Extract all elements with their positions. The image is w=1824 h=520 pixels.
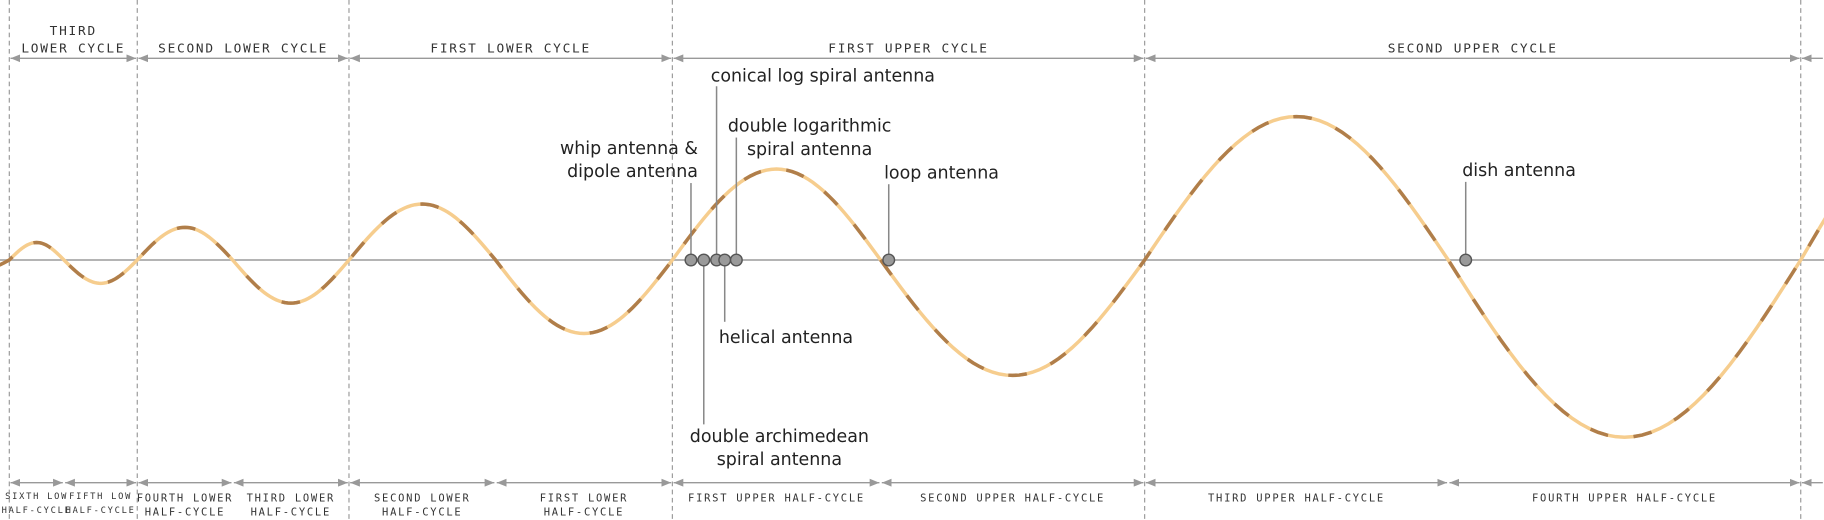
half-cycle-label: FIFTH LOW bbox=[69, 492, 132, 502]
antenna-point bbox=[718, 253, 732, 267]
half-cycle-label: HALF-CYCLE bbox=[145, 506, 225, 518]
cycle-label: SECOND LOWER CYCLE bbox=[158, 41, 328, 56]
antenna-point bbox=[729, 253, 743, 267]
half-cycle-label: HALF-CYCLE bbox=[382, 506, 462, 518]
half-cycle-label: HALF-CYCLE bbox=[544, 506, 624, 518]
antenna-label: conical log spiral antenna bbox=[711, 67, 935, 87]
half-cycle-label: SIXTH LOW bbox=[5, 492, 68, 502]
antenna-point bbox=[684, 253, 698, 267]
cycle-label: LOWER CYCLE bbox=[21, 41, 125, 56]
cycle-label: SECOND UPPER CYCLE bbox=[1388, 41, 1558, 56]
half-cycle-label: HALF-CYCLE bbox=[66, 506, 136, 516]
half-cycle-label: FOURTH LOWER bbox=[137, 492, 233, 504]
antenna-point bbox=[697, 253, 711, 267]
half-cycle-label: FIRST LOWER bbox=[540, 492, 628, 504]
antenna-point bbox=[882, 253, 896, 267]
antenna-label: whip antenna & bbox=[560, 139, 698, 159]
antenna-label: loop antenna bbox=[884, 163, 999, 183]
antenna-label: dipole antenna bbox=[567, 162, 698, 182]
antenna-label: helical antenna bbox=[719, 328, 853, 348]
cycle-label: THIRD bbox=[50, 24, 97, 39]
half-cycle-label: FIRST UPPER HALF-CYCLE bbox=[688, 492, 865, 504]
half-cycle-label: HALF-CYCLE bbox=[2, 506, 72, 516]
antenna-point bbox=[1459, 253, 1473, 267]
wave bbox=[0, 114, 1824, 439]
cycle-label: FIRST UPPER CYCLE bbox=[828, 41, 988, 56]
antenna-label: double archimedean bbox=[690, 427, 869, 447]
half-cycle-label: THIRD UPPER HALF-CYCLE bbox=[1208, 492, 1385, 504]
half-cycle-label: FOURTH UPPER HALF-CYCLE bbox=[1532, 492, 1717, 504]
half-cycle-label: SECOND UPPER HALF-CYCLE bbox=[920, 492, 1105, 504]
half-cycle-label: SECOND LOWER bbox=[374, 492, 470, 504]
wave-dashes bbox=[0, 114, 1824, 439]
cycle-label: FIRST LOWER CYCLE bbox=[430, 41, 590, 56]
antenna-label: spiral antenna bbox=[747, 140, 872, 160]
antenna-label: double logarithmic bbox=[728, 117, 892, 137]
half-cycle-label: THIRD LOWER bbox=[247, 492, 335, 504]
antenna-label: spiral antenna bbox=[717, 450, 842, 470]
antenna-label: dish antenna bbox=[1462, 161, 1576, 181]
half-cycle-label: HALF-CYCLE bbox=[251, 506, 331, 518]
